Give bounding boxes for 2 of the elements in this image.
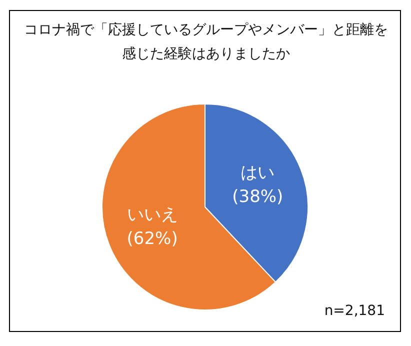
title: コロナ禍で「応援しているグループやメンバー」と距離を感じた経験はありましたか [23, 21, 389, 64]
annotation: n=2,181 [324, 303, 385, 319]
